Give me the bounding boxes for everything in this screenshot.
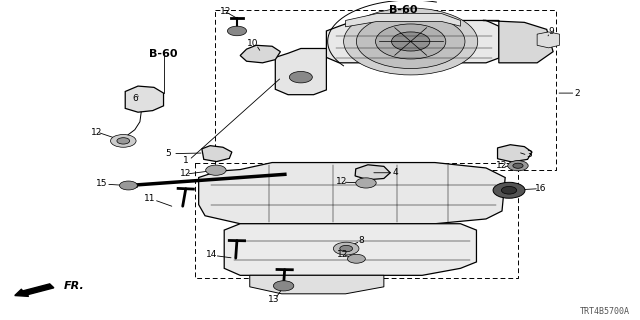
Polygon shape	[125, 86, 164, 112]
Text: 5: 5	[165, 149, 171, 158]
Polygon shape	[224, 224, 476, 275]
Text: 8: 8	[358, 236, 364, 245]
Text: 6: 6	[132, 94, 138, 103]
Text: B-60: B-60	[388, 4, 417, 15]
Circle shape	[273, 281, 294, 291]
Text: 4: 4	[392, 168, 398, 177]
Text: 12: 12	[180, 169, 191, 178]
Text: 12: 12	[91, 128, 102, 137]
Polygon shape	[275, 49, 326, 95]
Text: 2: 2	[574, 89, 580, 98]
Text: 1: 1	[183, 156, 189, 164]
Circle shape	[344, 8, 477, 75]
Text: TRT4B5700A: TRT4B5700A	[580, 307, 630, 316]
Circle shape	[227, 26, 246, 36]
Text: 3: 3	[526, 150, 532, 159]
Text: 13: 13	[268, 295, 280, 304]
Text: 12: 12	[336, 177, 348, 186]
Text: FR.: FR.	[63, 281, 84, 291]
Circle shape	[348, 254, 365, 263]
Circle shape	[501, 187, 516, 194]
Circle shape	[493, 182, 525, 198]
Polygon shape	[240, 45, 280, 63]
Polygon shape	[198, 163, 505, 224]
Polygon shape	[250, 275, 384, 294]
Text: 14: 14	[205, 251, 217, 260]
Text: 12: 12	[496, 161, 508, 170]
Circle shape	[376, 24, 446, 59]
Circle shape	[356, 178, 376, 188]
Circle shape	[392, 32, 430, 51]
Polygon shape	[537, 32, 559, 48]
Text: 12: 12	[220, 7, 231, 16]
Polygon shape	[497, 145, 532, 162]
Text: 9: 9	[548, 28, 554, 36]
Polygon shape	[346, 13, 461, 27]
Circle shape	[356, 14, 465, 68]
Text: 12: 12	[337, 251, 348, 260]
Circle shape	[340, 245, 353, 252]
Circle shape	[205, 165, 226, 175]
Circle shape	[120, 181, 138, 190]
Text: 11: 11	[145, 194, 156, 204]
Circle shape	[508, 161, 528, 171]
Circle shape	[333, 242, 359, 255]
Circle shape	[111, 134, 136, 147]
Polygon shape	[483, 20, 553, 63]
Text: 15: 15	[96, 179, 108, 188]
Circle shape	[117, 138, 130, 144]
Text: 10: 10	[247, 39, 259, 48]
FancyArrow shape	[15, 284, 54, 296]
Polygon shape	[326, 20, 499, 63]
Polygon shape	[202, 146, 232, 162]
Text: 16: 16	[534, 184, 546, 193]
Text: B-60: B-60	[149, 49, 178, 59]
Polygon shape	[355, 165, 390, 180]
Circle shape	[513, 163, 523, 168]
Circle shape	[289, 71, 312, 83]
